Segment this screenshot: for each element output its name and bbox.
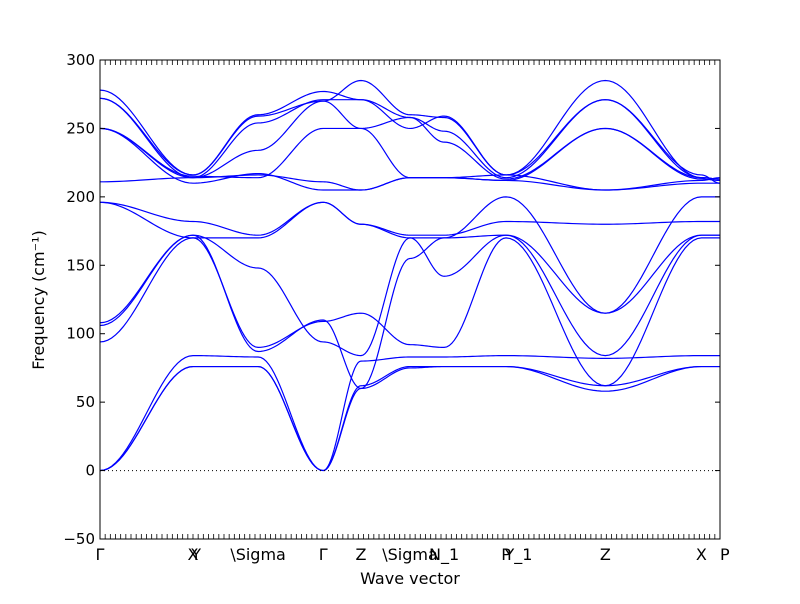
y-axis: −50 0 50 100 150 200 250 300 bbox=[63, 51, 720, 548]
x-tick-label-9: Y_1 bbox=[504, 545, 533, 565]
band-line-7 bbox=[99, 201, 720, 236]
x-tick-label-5: Z bbox=[356, 545, 367, 564]
y-tick-label: 150 bbox=[66, 256, 95, 274]
band-line-4 bbox=[99, 234, 720, 390]
band-line-3 bbox=[99, 237, 720, 387]
y-tick-label: 0 bbox=[85, 462, 95, 480]
y-tick-label: −50 bbox=[63, 530, 95, 548]
x-tick-label-8: P bbox=[501, 545, 511, 564]
y-tick-label: 300 bbox=[66, 51, 95, 69]
x-tick-label-7: N_1 bbox=[429, 545, 459, 565]
y-tick-label: 100 bbox=[66, 325, 95, 343]
y-tick-label: 50 bbox=[76, 393, 95, 411]
x-tick-label-2: Y bbox=[190, 545, 201, 564]
band-lines bbox=[99, 79, 721, 472]
x-tick-label-12: P bbox=[720, 545, 730, 564]
band-line-1 bbox=[99, 365, 720, 472]
x-tick-label-3: \Sigma bbox=[230, 545, 286, 564]
x-tick-label-11: X bbox=[696, 545, 707, 564]
band-line-13 bbox=[99, 89, 721, 184]
y-tick-label: 250 bbox=[66, 119, 95, 137]
x-tick-label-4: Γ bbox=[319, 545, 328, 564]
x-tick-label-10: Z bbox=[600, 545, 611, 564]
x-tick-label-6: \Sigma bbox=[382, 545, 438, 564]
band-line-12 bbox=[99, 79, 721, 180]
band-line-14 bbox=[99, 127, 720, 191]
band-line-6 bbox=[99, 196, 720, 314]
x-tick-label-1: X bbox=[188, 545, 199, 564]
band-line-2 bbox=[99, 355, 720, 472]
x-axis-label: Wave vector bbox=[360, 569, 460, 588]
y-axis-label: Frequency (cm⁻¹) bbox=[29, 230, 48, 369]
y-tick-label: 200 bbox=[66, 188, 95, 206]
x-tick-label-0: Γ bbox=[96, 545, 105, 564]
